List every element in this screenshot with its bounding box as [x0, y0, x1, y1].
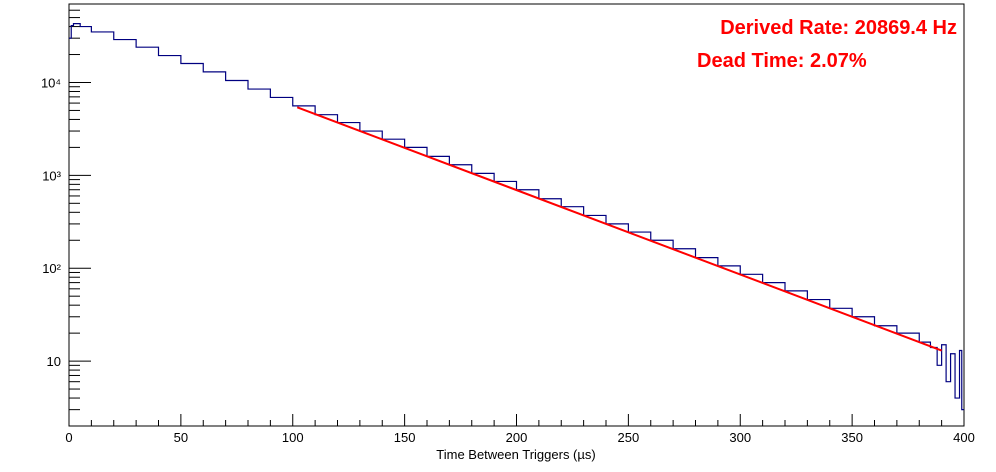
x-tick-label: 50: [174, 430, 188, 445]
x-tick-label: 400: [953, 430, 975, 445]
x-tick-label: 0: [65, 430, 72, 445]
x-tick-label: 300: [729, 430, 751, 445]
x-tick-label: 250: [618, 430, 640, 445]
x-tick-label: 150: [394, 430, 416, 445]
tick-labels: 0 50 100 150 200 250 300 350 400 10 10² 10³ 10⁴: [41, 75, 975, 445]
y-tick-label: 10²: [42, 261, 61, 276]
dead-time-annotation: Dead Time: 2.07%: [697, 50, 867, 72]
plot-frame: [68, 3, 965, 427]
y-tick-label: 10⁴: [41, 75, 61, 90]
derived-rate-annotation: Derived Rate: 20869.4 Hz: [720, 17, 957, 39]
y-tick-label: 10: [47, 354, 61, 369]
x-tick-label: 200: [506, 430, 528, 445]
x-axis-title: Time Between Triggers (µs): [436, 447, 595, 462]
x-tick-label: 100: [282, 430, 304, 445]
y-tick-label: 10³: [42, 168, 61, 183]
series-layer: [69, 23, 964, 411]
fit-series-line: [296, 106, 942, 352]
x-tick-label: 350: [841, 430, 863, 445]
histogram-series-line: [69, 23, 964, 411]
